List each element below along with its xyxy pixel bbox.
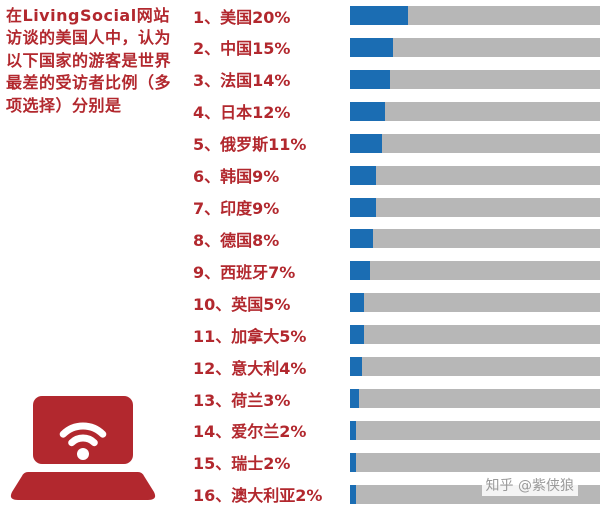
bar-fill [350,37,394,57]
bar-track [350,133,600,153]
bar-fill [350,69,391,89]
bar-fill [350,261,371,281]
bar-track [350,389,600,409]
bar-track [350,37,600,57]
bar-fill [350,452,356,472]
survey-description: 在LivingSocial网站访谈的美国人中，认为以下国家的游客是世界最差的受访… [6,6,172,115]
bar-fill [350,6,408,25]
bar-chart: 1、美国20% 2、中国15% 3、法国14% 4、日本12% 5、俄罗斯11%… [193,2,600,508]
chart-row: 2、中国15% [193,34,600,61]
row-label: 5、俄罗斯11% [193,135,307,155]
bar-fill [350,420,356,440]
row-label: 15、瑞士2% [193,454,291,474]
row-label: 7、印度9% [193,199,280,219]
bar-fill [350,484,356,504]
bar-track [350,452,600,472]
chart-row: 6、韩国9% [193,162,600,189]
row-label: 8、德国8% [193,230,280,250]
bar-fill [350,389,359,409]
bar-track [350,101,600,121]
row-label: 11、加拿大5% [193,326,307,346]
bar-track [350,197,600,217]
bar-track [350,325,600,345]
row-label: 9、西班牙7% [193,262,296,282]
chart-row: 9、西班牙7% [193,257,600,284]
bar-fill [350,197,376,217]
chart-row: 3、法国14% [193,66,600,93]
row-label: 12、意大利4% [193,358,307,378]
chart-row: 8、德国8% [193,225,600,252]
bar-track [350,69,600,89]
bar-fill [350,229,373,249]
bar-fill [350,325,365,345]
row-label: 3、法国14% [193,71,291,91]
bar-track [350,6,600,25]
bar-fill [350,101,385,121]
chart-row: 7、印度9% [193,194,600,221]
bar-fill [350,293,365,313]
row-label: 2、中国15% [193,39,291,59]
bar-track [350,357,600,377]
bar-fill [350,133,382,153]
chart-row: 14、爱尔兰2% [193,417,600,444]
laptop-wifi-icon [10,396,156,500]
chart-row: 12、意大利4% [193,353,600,380]
row-label: 6、韩国9% [193,167,280,187]
row-label: 1、美国20% [193,7,291,27]
bar-track [350,293,600,313]
row-label: 14、爱尔兰2% [193,422,307,442]
chart-row: 10、英国5% [193,289,600,316]
chart-row: 5、俄罗斯11% [193,130,600,157]
row-label: 16、澳大利亚2% [193,486,323,506]
chart-row: 15、瑞士2% [193,449,600,476]
bar-fill [350,165,376,185]
bar-track [350,420,600,440]
chart-row: 4、日本12% [193,98,600,125]
bar-track [350,261,600,281]
bar-track [350,229,600,249]
chart-row: 13、荷兰3% [193,385,600,412]
chart-row: 1、美国20% [193,2,600,29]
row-label: 10、英国5% [193,294,291,314]
watermark: 知乎 @紫侠狼 [481,474,578,496]
bar-fill [350,357,362,377]
row-label: 13、荷兰3% [193,390,291,410]
chart-row: 11、加拿大5% [193,321,600,348]
row-label: 4、日本12% [193,103,291,123]
bar-track [350,165,600,185]
